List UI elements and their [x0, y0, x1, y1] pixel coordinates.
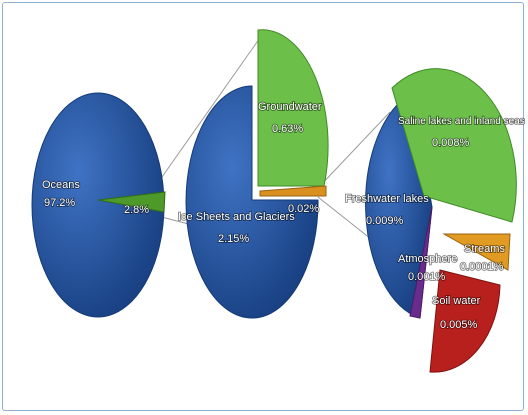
pie1-slice-other — [97, 191, 166, 213]
pie-3: Saline lakes and inland seas 0.008% Fres… — [344, 68, 526, 373]
pie2-groundwater-value: 0.63% — [272, 123, 303, 135]
pie2-slice-other — [259, 185, 327, 197]
pie3-atmosphere-label: Atmosphere — [398, 253, 457, 265]
pie1-oceans-value: 97.2% — [44, 197, 75, 209]
pie3-slice-atmosphere — [409, 206, 433, 319]
pie3-saline-label: Saline lakes and inland seas — [398, 116, 525, 127]
pie3-soil-value: 0.005% — [440, 319, 478, 331]
pie-1: Oceans 97.2% 2.8% — [31, 92, 166, 318]
pie2-ice-label: Ice Sheets and Glaciers — [178, 211, 295, 223]
pie3-freshwater-value: 0.009% — [366, 215, 404, 227]
pie2-slice-ice-sheets-and-glaciers — [185, 85, 319, 319]
pie3-slice-streams — [442, 233, 511, 271]
pie3-slice-soil-water — [429, 269, 501, 373]
pie3-streams-value: 0.0001% — [460, 261, 504, 273]
pie2-groundwater-label: Groundwater — [258, 101, 322, 113]
pie3-freshwater-label: Freshwater lakes — [345, 193, 429, 205]
pie3-atmosphere-value: 0.001% — [408, 271, 446, 283]
pie2-slice-groundwater — [257, 29, 329, 187]
pie-2: Groundwater 0.63% 0.02% Ice Sheets and G… — [177, 29, 329, 319]
pie1-other-value: 2.8% — [124, 204, 149, 216]
pie3-slice-saline-lakes — [391, 68, 517, 223]
pie3-soil-label: Soil water — [432, 295, 481, 307]
pie3-streams-label: Streams — [464, 243, 505, 255]
pie2-ice-value: 2.15% — [218, 233, 249, 245]
pie1-oceans-label: Oceans — [42, 179, 80, 191]
pie3-saline-value: 0.008% — [432, 137, 470, 149]
pie2-other-value: 0.02% — [288, 203, 319, 215]
